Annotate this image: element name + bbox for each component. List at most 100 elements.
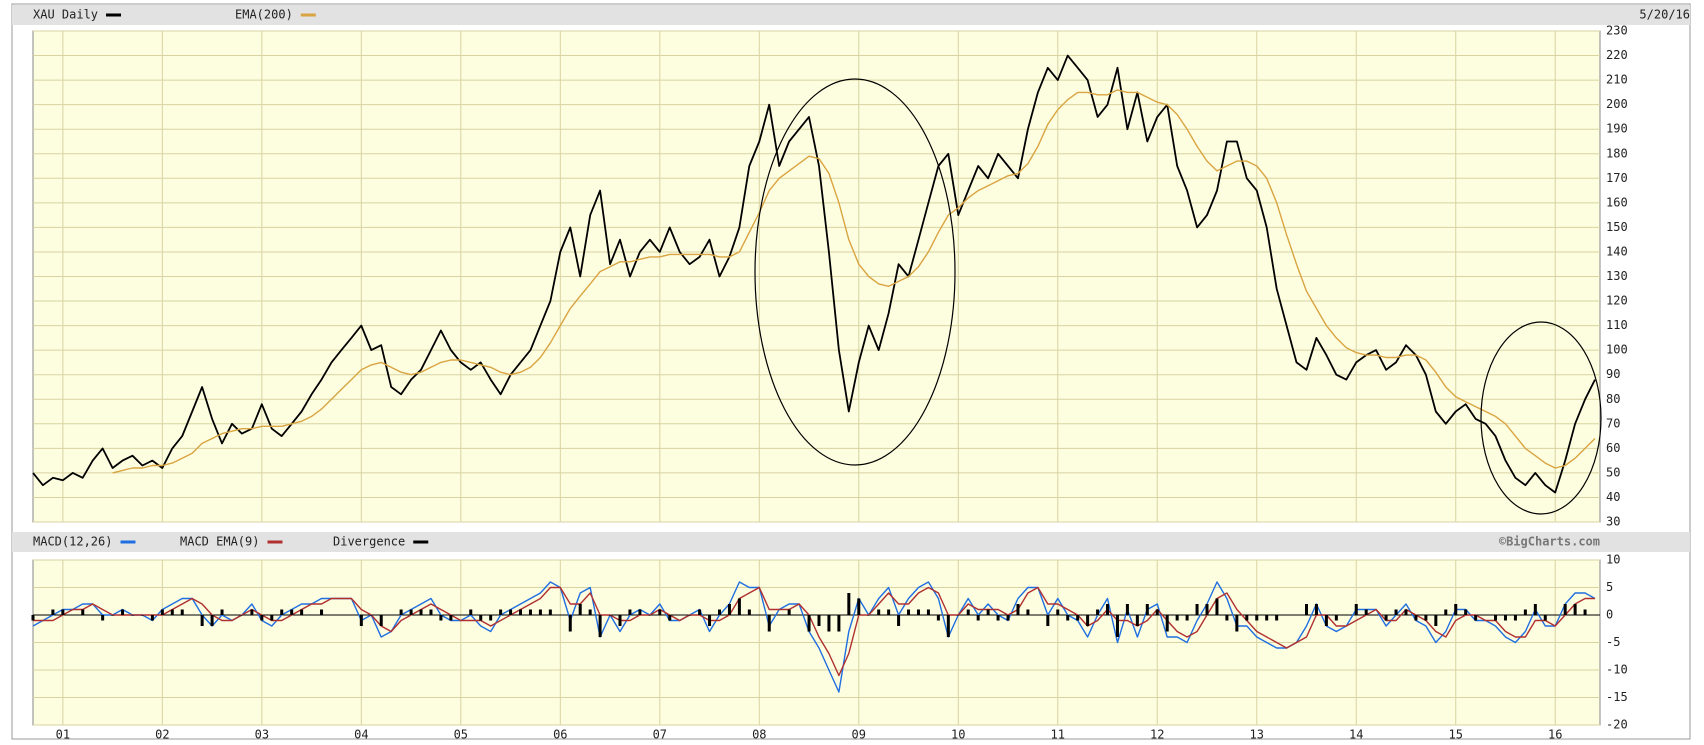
divergence-bar [81,609,85,615]
highlight-ellipse [1480,321,1602,515]
divergence-bar [807,615,811,632]
divergence-bar [190,615,194,616]
divergence-bar [678,615,682,616]
divergence-bar [1115,615,1119,637]
divergence-bar [1404,609,1408,615]
divergence-bar [548,609,552,615]
highlight-ellipse [754,78,956,466]
divergence-bar [369,615,373,616]
x-tick-label: 04 [354,728,368,742]
divergence-bar [320,609,324,615]
x-tick-label: 08 [752,728,766,742]
divergence-bar [1205,604,1209,615]
divergence-bar [270,615,274,621]
divergence-bar [658,609,662,615]
divergence-bar [379,615,383,626]
divergence-bar [837,615,841,632]
date-label: 5/20/16 [1639,8,1690,22]
divergence-bar [747,609,751,615]
divergence-bar [1135,615,1139,626]
y-tick-label: 110 [1606,318,1628,332]
divergence-bar [200,615,204,626]
divergence-bar [1513,615,1517,621]
x-tick-label: 11 [1051,728,1065,742]
series-line [33,586,1595,677]
y-tick-label: 200 [1606,97,1628,111]
divergence-bar [419,609,423,615]
divergence-bar [260,615,264,621]
x-tick-label: 10 [951,728,965,742]
y-tick-label: 230 [1606,24,1628,38]
divergence-bar [1324,615,1328,626]
divergence-bar [349,615,353,616]
divergence-bar [1106,604,1110,615]
divergence-bar [1583,609,1587,615]
divergence-bar [101,615,105,621]
y-tick-label: 180 [1606,146,1628,160]
y-tick-label: 170 [1606,171,1628,185]
y-tick-label: -20 [1606,718,1628,732]
series-line [32,581,1596,693]
y-tick-label: 80 [1606,392,1620,406]
divergence-bar [121,609,125,615]
divergence-bar [1295,615,1299,616]
divergence-bar [1573,604,1577,615]
divergence-bar [1354,604,1358,615]
divergence-bar [628,609,632,615]
divergence-bar [51,609,55,615]
divergence-bar [976,615,980,621]
divergence-bar [499,609,503,615]
divergence-bar [479,615,483,621]
divergence-bar [648,615,652,616]
x-tick-label: 06 [553,728,567,742]
divergence-bar [1494,615,1498,621]
divergence-bar [519,609,523,615]
x-tick-label: 09 [852,728,866,742]
divergence-bar [1374,615,1378,616]
divergence-bar [449,615,453,621]
divergence-bar [887,609,891,615]
divergence-bar [956,615,960,616]
y-tick-label: 150 [1606,220,1628,234]
divergence-bar [946,615,950,637]
plot-layer: 3040506070809010011012013014015016017018… [31,24,1628,742]
divergence-bar [1454,604,1458,615]
divergence-bar [389,615,393,616]
divergence-bar [1086,615,1090,626]
y-tick-label: -10 [1606,663,1628,677]
divergence-bar [986,609,990,615]
divergence-bar [280,609,284,615]
divergence-bar [1046,615,1050,626]
macd-header [12,532,1690,552]
divergence-bar [608,615,612,616]
divergence-bar [528,609,532,615]
divergence-bar [797,615,801,616]
divergence-bar [877,609,881,615]
divergence-bar [867,615,871,616]
legend-label: MACD(12,26) [33,535,112,549]
divergence-bar [966,609,970,615]
divergence-bar [459,615,463,616]
divergence-bar [1593,615,1597,616]
divergence-bar [1314,604,1318,615]
divergence-bar [578,604,582,615]
y-tick-label: 130 [1606,269,1628,283]
divergence-bar [708,615,712,626]
divergence-bar [111,615,115,616]
divergence-bar [588,609,592,615]
divergence-bar [1484,615,1488,616]
x-tick-label: 12 [1150,728,1164,742]
divergence-bar [857,598,861,615]
divergence-bar [1125,604,1129,615]
divergence-bar [210,615,214,626]
divergence-bar [1265,615,1269,621]
divergence-bar [787,609,791,615]
divergence-bar [1334,615,1338,621]
divergence-bar [1026,609,1030,615]
divergence-bar [469,609,473,615]
divergence-bar [399,609,403,615]
divergence-bar [1225,615,1229,621]
divergence-bar [767,615,771,632]
legend-label: Divergence [333,535,405,549]
divergence-bar [1344,615,1348,616]
